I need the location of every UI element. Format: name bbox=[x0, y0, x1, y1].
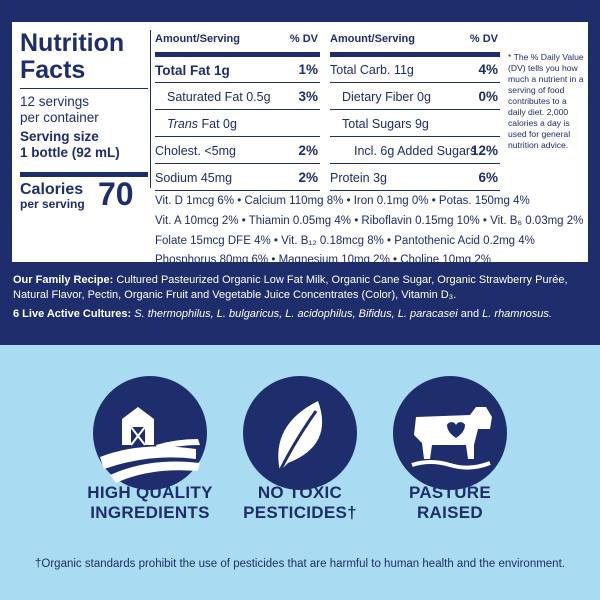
text: PESTICIDES† bbox=[243, 503, 357, 522]
label: Our Family Recipe: bbox=[13, 274, 114, 286]
title-line: Facts bbox=[20, 56, 86, 84]
row: Sodium 45mg 2% bbox=[155, 164, 320, 191]
calories-value: 70 bbox=[98, 176, 134, 212]
title-line: Nutrition bbox=[20, 29, 125, 57]
text: and bbox=[457, 308, 483, 320]
dv: 6% bbox=[478, 170, 498, 185]
nutrition-box: Nutrition Facts 12 servings per containe… bbox=[12, 22, 588, 266]
vitamin-line: Phosphorus 80mg 6% • Magnesium 10mg 2% •… bbox=[155, 254, 491, 266]
text: Amount/Serving bbox=[330, 33, 415, 45]
row: Cholest. <5mg 2% bbox=[155, 137, 320, 164]
table-header: Amount/Serving % DV bbox=[155, 30, 320, 57]
text: 1 bottle (92 mL) bbox=[20, 145, 120, 160]
label: Saturated Fat 0.5g bbox=[167, 90, 271, 104]
label: Total Sugars 9g bbox=[342, 117, 429, 131]
dv: 4% bbox=[478, 62, 498, 77]
text: % DV bbox=[289, 33, 318, 45]
table-header: Amount/Serving % DV bbox=[330, 30, 500, 57]
cow-icon bbox=[393, 376, 507, 490]
text: INGREDIENTS bbox=[90, 503, 210, 522]
vitamin-line: Vit. D 1mcg 6% • Calcium 110mg 8% • Iron… bbox=[155, 195, 530, 207]
icons bbox=[93, 376, 507, 490]
vitamin-line: Vit. A 10mcg 2% • Thiamin 0.05mg 4% • Ri… bbox=[155, 215, 584, 227]
text: % DV bbox=[469, 33, 498, 45]
text: 12 servings bbox=[20, 94, 90, 109]
badge-label: PASTURE RAISED bbox=[350, 483, 550, 523]
label: 6 Live Active Cultures: bbox=[13, 308, 132, 320]
servings: 12 servings per container Serving size 1… bbox=[20, 94, 120, 161]
row: Total Sugars 9g bbox=[330, 110, 500, 137]
footnote: †Organic standards prohibit the use of p… bbox=[35, 558, 565, 570]
label: Total Fat 1g bbox=[155, 63, 230, 78]
label: Sodium 45mg bbox=[155, 171, 233, 185]
dv: 0% bbox=[478, 89, 498, 104]
row: Total Carb. 11g 4% bbox=[330, 56, 500, 83]
text: NO TOXIC bbox=[257, 483, 343, 502]
vitamin-line: Folate 15mcg DFE 4% • Vit. B₁₂ 0.18mcg 8… bbox=[155, 235, 535, 247]
cultures: 6 Live Active Cultures: S. thermophilus,… bbox=[13, 307, 591, 322]
text: S. thermophilus, L. bulgaricus, L. acido… bbox=[131, 308, 458, 320]
row: Trans Fat 0g bbox=[155, 110, 320, 137]
label: Total Carb. 11g bbox=[330, 63, 414, 77]
dv-note: * The % Daily Value (DV) tells you how m… bbox=[508, 52, 584, 150]
dv: 2% bbox=[298, 170, 318, 185]
dv: 3% bbox=[298, 89, 318, 104]
dv: 1% bbox=[298, 62, 318, 77]
label: Protein 3g bbox=[330, 171, 387, 185]
dv: 2% bbox=[298, 143, 318, 158]
dv: 12% bbox=[470, 143, 498, 158]
row: Saturated Fat 0.5g 3% bbox=[155, 83, 320, 110]
divider bbox=[150, 30, 151, 188]
row: Protein 3g 6% bbox=[330, 164, 500, 191]
text: Serving size bbox=[20, 129, 99, 144]
text: per serving bbox=[20, 197, 85, 211]
calories-label: Calories per serving bbox=[20, 182, 85, 212]
badge-label: NO TOXIC PESTICIDES† bbox=[200, 483, 400, 523]
text: Calories bbox=[20, 181, 84, 198]
label: Trans bbox=[167, 117, 199, 131]
text: HIGH QUALITY bbox=[87, 483, 213, 502]
label: Cholest. <5mg bbox=[155, 144, 236, 158]
title: Nutrition Facts bbox=[20, 30, 124, 84]
text: L. rhamnosus. bbox=[482, 308, 552, 320]
row: Total Fat 1g 1% bbox=[155, 56, 320, 83]
text: PASTURE bbox=[408, 483, 492, 502]
farm-icon bbox=[93, 376, 207, 490]
row: Incl. 6g Added Sugars 12% bbox=[330, 137, 500, 164]
label: Incl. 6g Added Sugars bbox=[354, 144, 477, 158]
text: Cultured Pasteurized Organic Low Fat Mil… bbox=[13, 274, 568, 301]
label: Fat 0g bbox=[198, 117, 237, 131]
rule bbox=[20, 172, 148, 177]
badge-label: HIGH QUALITY INGREDIENTS bbox=[50, 483, 250, 523]
label: Dietary Fiber 0g bbox=[342, 90, 431, 104]
text: Amount/Serving bbox=[155, 33, 240, 45]
recipe: Our Family Recipe: Cultured Pasteurized … bbox=[13, 273, 591, 303]
rule bbox=[20, 88, 148, 89]
row: Dietary Fiber 0g 0% bbox=[330, 83, 500, 110]
text: per container bbox=[20, 110, 99, 125]
leaf-icon bbox=[243, 376, 357, 490]
text: RAISED bbox=[416, 503, 484, 522]
